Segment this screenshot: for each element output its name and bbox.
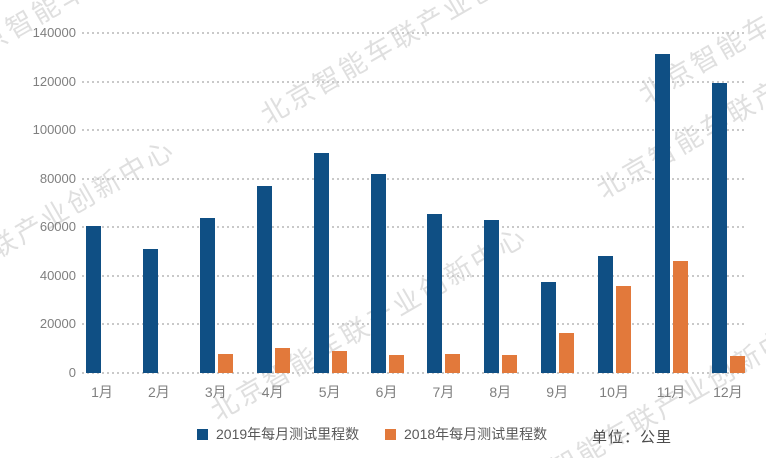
watermark-text: 北京智能车联产业创新中心: [633, 0, 766, 111]
x-axis-tick-4月: 4月: [261, 384, 284, 400]
gridline-20000: [82, 323, 745, 326]
y-axis-tick-20000: 20000: [39, 316, 76, 332]
watermark-text: 北京智能车联产业创新中心: [255, 0, 584, 132]
bar-2019-4月: [256, 186, 272, 373]
bar-2018-5月: [331, 351, 347, 373]
legend-item-2019: 2019年每月测试里程数: [197, 424, 359, 444]
x-axis-tick-8月: 8月: [489, 384, 512, 400]
bar-2019-6月: [370, 173, 386, 373]
y-axis-tick-40000: 40000: [39, 267, 76, 283]
gridline-60000: [82, 226, 745, 229]
x-axis-tick-7月: 7月: [432, 384, 455, 400]
bar-2019-3月: [199, 217, 215, 373]
watermark-text: 北京智能车联产业创新中心: [591, 0, 766, 206]
bar-2019-8月: [484, 220, 500, 373]
gridline-80000: [82, 177, 745, 180]
x-axis-tick-11月: 11月: [656, 384, 686, 400]
bar-2018-4月: [274, 347, 290, 373]
x-axis-tick-3月: 3月: [204, 384, 227, 400]
bar-2019-2月: [142, 249, 158, 373]
x-axis-tick-1月: 1月: [91, 384, 113, 400]
y-axis-tick-80000: 80000: [39, 170, 76, 186]
bar-2018-9月: [559, 332, 575, 373]
y-axis-tick-100000: 100000: [32, 122, 76, 138]
gridline-100000: [82, 129, 745, 132]
bar-2019-1月: [86, 226, 101, 373]
bar-2019-7月: [427, 213, 443, 373]
legend-swatch-2019-icon: [197, 428, 208, 440]
bar-2018-8月: [502, 355, 518, 373]
gridline-140000: [82, 32, 745, 34]
gridline-120000: [82, 80, 745, 83]
unit-label: 单位：公里: [592, 428, 673, 446]
x-axis-tick-12月: 12月: [713, 384, 743, 400]
bar-2019-5月: [313, 153, 329, 373]
bar-2018-11月: [673, 261, 688, 373]
bar-2018-7月: [445, 354, 461, 373]
x-axis-tick-6月: 6月: [375, 384, 398, 400]
bar-2018-6月: [388, 354, 404, 373]
bar-2018-3月: [217, 354, 233, 373]
y-axis-tick-120000: 120000: [32, 73, 76, 89]
legend-item-2018: 2018年每月测试里程数: [385, 424, 547, 444]
bar-2019-10月: [598, 256, 614, 373]
y-axis-tick-60000: 60000: [39, 219, 76, 235]
bar-2019-9月: [541, 281, 557, 373]
x-axis-tick-2月: 2月: [147, 384, 170, 400]
legend: 2019年每月测试里程数 2018年每月测试里程数: [0, 424, 766, 448]
gridline-0: [82, 372, 745, 374]
x-axis-tick-5月: 5月: [318, 384, 341, 400]
gridline-40000: [82, 274, 745, 277]
legend-swatch-2018-icon: [385, 428, 396, 440]
x-axis-tick-10月: 10月: [599, 384, 629, 400]
legend-label-2019: 2019年每月测试里程数: [216, 426, 360, 442]
legend-label-2018: 2018年每月测试里程数: [404, 426, 548, 442]
x-axis-tick-9月: 9月: [546, 384, 569, 400]
bar-2019-12月: [711, 82, 727, 373]
bar-2019-11月: [655, 53, 670, 373]
bar-2018-12月: [729, 356, 745, 373]
y-axis-tick-140000: 140000: [32, 25, 76, 40]
bar-2018-10月: [616, 285, 632, 373]
y-axis-tick-0: 0: [68, 365, 76, 380]
